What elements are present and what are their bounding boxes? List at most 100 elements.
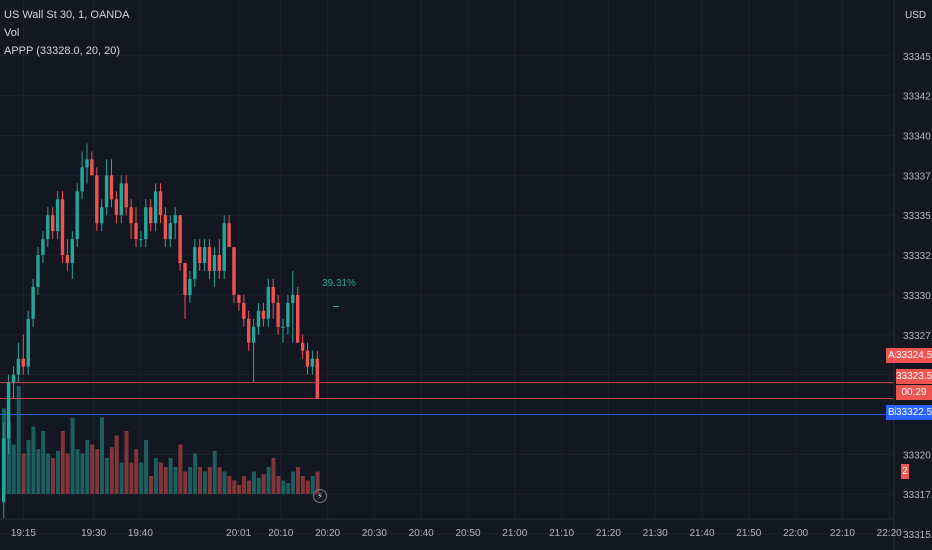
candle-body bbox=[149, 207, 153, 224]
candle-body bbox=[266, 286, 270, 319]
candle-body bbox=[305, 350, 310, 367]
price-tick-label: 33320.0 bbox=[903, 450, 932, 461]
volume-bar bbox=[202, 471, 207, 494]
volume-bars bbox=[2, 386, 320, 494]
volume-bar bbox=[31, 426, 36, 494]
volume-bar bbox=[227, 476, 232, 494]
candle-body bbox=[51, 215, 55, 232]
volume-bar bbox=[271, 458, 276, 494]
time-tick-label: 19:15 bbox=[11, 528, 36, 539]
time-tick-label: 22:00 bbox=[783, 528, 808, 539]
time-tick-label: 21:30 bbox=[643, 528, 668, 539]
volume-bar bbox=[65, 453, 70, 494]
time-tick-label: 21:20 bbox=[596, 528, 621, 539]
volume-bar bbox=[193, 453, 198, 494]
volume-bar bbox=[124, 431, 129, 494]
time-tick-label: 22:20 bbox=[877, 528, 902, 539]
time-axis-labels: 19:15 19:30 19:40 20:01 20:10 20:20 20:30 20:40… bbox=[11, 528, 902, 539]
volume-bar bbox=[261, 474, 266, 494]
lightning-icon[interactable]: ⚡ bbox=[313, 489, 327, 503]
candle-body bbox=[178, 215, 182, 264]
time-tick-label: 20:50 bbox=[455, 528, 480, 539]
currency-label: USD bbox=[905, 10, 927, 21]
candle-body bbox=[232, 247, 236, 295]
candle-body bbox=[21, 358, 25, 367]
volume-bar bbox=[95, 449, 100, 494]
volume-indicator-label[interactable]: Vol bbox=[4, 27, 20, 39]
candle-body bbox=[90, 159, 94, 176]
volume-bar bbox=[276, 476, 281, 494]
percent-annotation: 39.31% bbox=[322, 278, 356, 289]
candle-body bbox=[188, 278, 192, 295]
candle-body bbox=[247, 318, 251, 343]
candle-body bbox=[16, 358, 21, 375]
time-tick-label: 22:10 bbox=[830, 528, 855, 539]
candle-body bbox=[41, 239, 45, 256]
candle-body bbox=[31, 286, 35, 319]
volume-bar bbox=[36, 449, 41, 494]
volume-bar bbox=[198, 467, 202, 494]
candle-body bbox=[202, 247, 207, 264]
volume-bar bbox=[222, 471, 227, 494]
candle-body bbox=[251, 326, 256, 343]
symbol-title[interactable]: US Wall St 30, 1, OANDA bbox=[4, 9, 130, 21]
last-price-tag: 33323.5 bbox=[896, 369, 932, 384]
time-tick-label: 19:40 bbox=[128, 528, 153, 539]
candle-body bbox=[286, 302, 290, 327]
volume-bar bbox=[144, 440, 149, 494]
candle-body bbox=[300, 342, 305, 351]
candle-body bbox=[315, 358, 319, 399]
time-tick-label: 19:30 bbox=[81, 528, 106, 539]
appp-indicator-label[interactable]: APPP (33328.0, 20, 20) bbox=[4, 45, 120, 57]
candle-body bbox=[153, 191, 158, 224]
chart-legend: US Wall St 30, 1, OANDA Vol APPP (33328.… bbox=[4, 6, 130, 60]
volume-bar bbox=[55, 450, 60, 494]
price-lines bbox=[0, 382, 894, 415]
candle-body bbox=[85, 159, 89, 168]
time-tick-label: 21:00 bbox=[502, 528, 527, 539]
time-tick-label: 21:10 bbox=[549, 528, 574, 539]
volume-bar bbox=[85, 440, 90, 494]
candle-body bbox=[6, 382, 11, 439]
price-tick-label: 33330.0 bbox=[903, 291, 932, 302]
volume-bar bbox=[90, 444, 95, 494]
candle-body bbox=[46, 215, 50, 240]
volume-bar bbox=[247, 480, 251, 494]
volume-bar bbox=[11, 444, 16, 494]
candle-body bbox=[60, 199, 65, 256]
candle-body bbox=[134, 223, 138, 240]
candle-body bbox=[168, 223, 172, 240]
candle-body bbox=[36, 255, 40, 287]
bid-price-tag: 33322.5 bbox=[896, 405, 932, 420]
time-tick-label: 21:50 bbox=[736, 528, 761, 539]
candle-body bbox=[80, 167, 84, 192]
candle-body bbox=[100, 207, 104, 224]
candle-body bbox=[75, 191, 79, 240]
candle-body bbox=[55, 199, 60, 232]
volume-bar bbox=[163, 467, 168, 494]
volume-bar bbox=[237, 485, 242, 494]
candlesticks bbox=[2, 143, 319, 519]
candle-body bbox=[242, 302, 246, 319]
candle-body bbox=[281, 326, 285, 328]
candle-body bbox=[173, 215, 177, 224]
volume-bar bbox=[114, 435, 119, 494]
volume-bar bbox=[21, 453, 26, 494]
time-tick-label: 20:30 bbox=[362, 528, 387, 539]
volume-bar bbox=[41, 431, 46, 494]
price-tick-label: 33345.0 bbox=[903, 52, 932, 63]
price-tick-label: 33315.0 bbox=[903, 530, 932, 541]
volume-bar bbox=[60, 431, 65, 494]
candle-body bbox=[158, 191, 163, 216]
candle-body bbox=[198, 247, 202, 264]
candle-body bbox=[222, 223, 226, 271]
volume-bar bbox=[26, 440, 31, 494]
volume-bar bbox=[178, 444, 183, 494]
ask-price-tag: 33324.5 bbox=[896, 348, 932, 363]
volume-bar bbox=[296, 467, 300, 494]
candle-body bbox=[207, 247, 212, 271]
volume-bar bbox=[100, 417, 104, 494]
volume-bar bbox=[46, 453, 51, 494]
countdown-tag: 00:29 bbox=[896, 385, 932, 400]
